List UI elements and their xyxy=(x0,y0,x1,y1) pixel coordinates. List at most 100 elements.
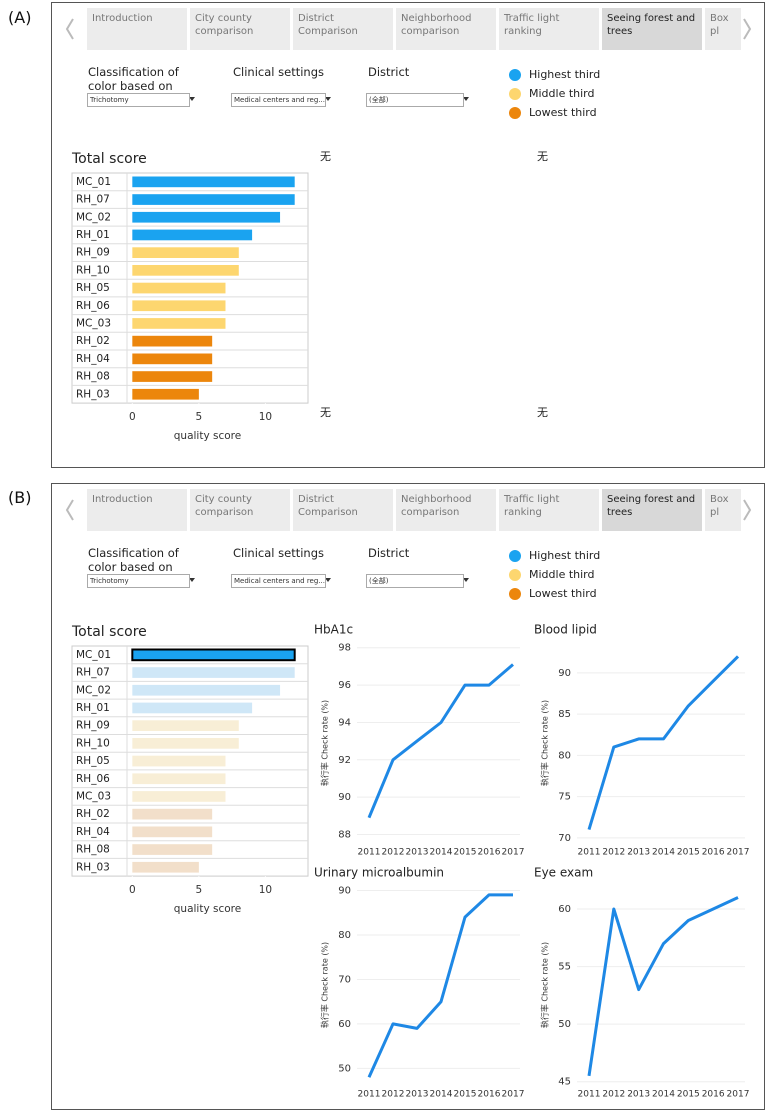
category-label: MC_02 xyxy=(76,684,111,696)
bar xyxy=(132,844,213,855)
bar xyxy=(132,861,199,873)
panel-label: (B) xyxy=(8,488,32,507)
x-tick-label: 2017 xyxy=(727,1090,750,1100)
y-tick-label: 92 xyxy=(338,755,351,766)
table-frame xyxy=(71,645,309,877)
bar xyxy=(132,247,239,258)
tab-arrow-right xyxy=(743,18,752,40)
y-tick-label: 45 xyxy=(558,1077,571,1088)
bar xyxy=(132,755,226,767)
dropdown-arrow xyxy=(463,97,469,101)
bar xyxy=(132,720,239,731)
x-tick-label: 2012 xyxy=(382,1090,405,1100)
tab[interactable]: Introduction xyxy=(87,489,187,531)
category-label: RH_01 xyxy=(76,702,110,714)
filter-label: Clinical settings xyxy=(233,546,324,560)
x-axis-label: quality score xyxy=(174,903,241,915)
y-axis-label: 執行率 Check rate (%) xyxy=(320,942,330,1028)
filter-dropdown[interactable]: (全部) xyxy=(366,93,464,107)
tab[interactable]: City county comparison xyxy=(190,489,290,531)
line xyxy=(367,663,514,819)
legend-label: Lowest third xyxy=(529,106,597,119)
category-label: RH_09 xyxy=(76,247,110,259)
tab[interactable]: Introduction xyxy=(87,8,187,50)
category-label: RH_09 xyxy=(76,720,110,732)
tab[interactable]: Traffic light ranking xyxy=(499,8,599,50)
category-label: RH_07 xyxy=(76,667,110,679)
x-tick-label: 2011 xyxy=(358,848,381,858)
x-tick-label: 2011 xyxy=(578,848,601,858)
legend-dot xyxy=(509,569,521,581)
bar xyxy=(132,176,295,188)
filter-dropdown[interactable]: Medical centers and reg... xyxy=(231,93,326,107)
chart-title: Eye exam xyxy=(534,866,593,880)
chart-title: Total score xyxy=(71,151,147,167)
placeholder: 无 xyxy=(537,406,548,419)
bar xyxy=(132,335,213,347)
filter-label: District xyxy=(368,65,410,79)
tab[interactable]: District Comparison xyxy=(293,8,393,50)
legend-dot xyxy=(509,107,521,119)
x-axis-label: quality score xyxy=(174,430,241,442)
filter-label: District xyxy=(368,546,410,560)
category-label: RH_05 xyxy=(76,755,110,767)
tab[interactable]: Neighborhood comparison xyxy=(396,489,496,531)
tab[interactable]: Seeing forest and trees xyxy=(602,489,702,531)
legend-dot xyxy=(509,588,521,600)
bar xyxy=(132,371,213,382)
x-tick-label: 2015 xyxy=(677,1090,700,1100)
x-tick-label: 2016 xyxy=(478,848,501,858)
bar xyxy=(132,265,239,276)
category-label: MC_03 xyxy=(76,790,111,802)
legend-dot xyxy=(509,550,521,562)
dropdown-arrow xyxy=(189,578,195,582)
bar xyxy=(131,648,296,662)
y-tick-label: 70 xyxy=(338,974,351,985)
filter-dropdown[interactable]: Trichotomy xyxy=(87,574,190,588)
x-tick-label: 2014 xyxy=(430,848,453,858)
filter-dropdown[interactable]: (全部) xyxy=(366,574,464,588)
filter-dropdown[interactable]: Medical centers and reg... xyxy=(231,574,326,588)
bar xyxy=(132,282,226,294)
x-tick-label: 2016 xyxy=(702,1090,725,1100)
dropdown-arrow xyxy=(189,97,195,101)
bar xyxy=(132,300,226,312)
x-tick-label: 5 xyxy=(196,411,203,423)
bar xyxy=(132,826,213,838)
panel-canvas: Total score MC_01 RH_07 MC_02 RH_01 RH_09 RH_1… xyxy=(65,18,752,442)
line xyxy=(587,655,740,831)
tab[interactable]: Box pl xyxy=(705,489,741,531)
x-tick-label: 2017 xyxy=(502,1090,525,1100)
tab[interactable]: Traffic light ranking xyxy=(499,489,599,531)
chart-title: Blood lipid xyxy=(534,623,597,637)
x-tick-label: 2011 xyxy=(358,1090,381,1100)
tab[interactable]: City county comparison xyxy=(190,8,290,50)
x-tick-label: 5 xyxy=(196,884,203,896)
legend-label: Middle third xyxy=(529,568,595,581)
x-tick-label: 0 xyxy=(129,411,136,423)
tab[interactable]: District Comparison xyxy=(293,489,393,531)
category-label: RH_02 xyxy=(76,808,110,820)
tab[interactable]: Neighborhood comparison xyxy=(396,8,496,50)
filter-dropdown[interactable]: Trichotomy xyxy=(87,93,190,107)
category-label: RH_08 xyxy=(76,844,110,856)
y-tick-label: 90 xyxy=(338,885,351,896)
y-tick-label: 60 xyxy=(558,904,571,915)
y-tick-label: 94 xyxy=(338,717,351,728)
tab[interactable]: Box pl xyxy=(705,8,741,50)
bar xyxy=(132,667,295,678)
x-tick-label: 2017 xyxy=(727,848,750,858)
line xyxy=(367,893,513,1078)
tab-arrow-right xyxy=(743,499,752,521)
bar xyxy=(132,791,226,802)
bar xyxy=(132,808,213,820)
table-frame xyxy=(71,172,309,404)
y-tick-label: 96 xyxy=(338,680,351,691)
bar xyxy=(132,211,281,223)
tab[interactable]: Seeing forest and trees xyxy=(602,8,702,50)
x-tick-label: 2015 xyxy=(454,848,477,858)
bar xyxy=(132,684,281,696)
category-label: RH_04 xyxy=(76,353,110,365)
placeholder: 无 xyxy=(320,406,331,419)
dropdown-arrow xyxy=(463,578,469,582)
